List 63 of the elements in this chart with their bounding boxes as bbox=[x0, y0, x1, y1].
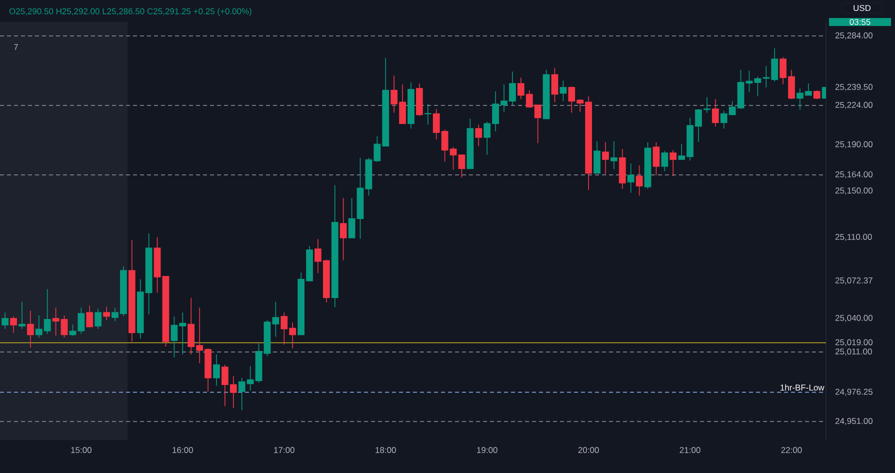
candlestick bbox=[340, 198, 347, 261]
candlestick bbox=[610, 140, 618, 170]
candlestick bbox=[551, 67, 558, 103]
candlestick bbox=[331, 184, 338, 308]
y-tick-label: 25,190.00 bbox=[835, 141, 873, 148]
text: 03:55 bbox=[850, 18, 870, 25]
candlestick bbox=[542, 69, 550, 120]
y-tick-label: 25,150.00 bbox=[835, 188, 873, 195]
candlestick bbox=[627, 162, 634, 194]
x-tick-label: 16:00 bbox=[172, 447, 193, 454]
x-tick-label: 17:00 bbox=[274, 447, 294, 454]
chart-title: O25,290.50 H25,292.00 L25,286.50 C25,291.25 +0.25 (+0.00%) bbox=[9, 8, 252, 16]
x-tick-label: 22:00 bbox=[781, 447, 802, 454]
candlestick bbox=[475, 124, 482, 147]
candlestick bbox=[602, 142, 609, 175]
candlestick bbox=[670, 150, 677, 177]
candlestick bbox=[154, 236, 161, 294]
candlestick bbox=[458, 154, 466, 178]
candlestick bbox=[560, 80, 567, 102]
candlestick bbox=[652, 142, 660, 176]
candlestick bbox=[466, 118, 474, 169]
candlestick bbox=[162, 276, 170, 347]
candlestick bbox=[594, 140, 600, 174]
candlestick bbox=[10, 316, 17, 334]
candlestick bbox=[636, 164, 643, 196]
y-tick-label: 25,224.00 bbox=[835, 102, 873, 109]
text: USD bbox=[854, 4, 871, 11]
y-tick-label: 24,976.25 bbox=[835, 388, 873, 396]
x-tick-label: 18:00 bbox=[376, 447, 396, 454]
candlestick bbox=[128, 240, 136, 342]
y-tick-label: 25,239.50 bbox=[835, 84, 873, 91]
candlestick bbox=[103, 306, 110, 320]
x-tick-label: 20:00 bbox=[578, 447, 599, 454]
candlestick bbox=[408, 82, 414, 129]
x-tick-label: 19:00 bbox=[477, 447, 498, 454]
candlestick bbox=[27, 310, 34, 348]
ref-line-label: 1hr-BF-Low bbox=[780, 384, 824, 391]
x-tick-label: 15:00 bbox=[71, 447, 92, 454]
annotation: 7 bbox=[14, 44, 18, 50]
x-tick-label: 21:00 bbox=[680, 447, 700, 454]
candlestick bbox=[661, 150, 668, 172]
y-tick-label: 25,040.00 bbox=[835, 314, 873, 322]
y-tick-label: 25,072.37 bbox=[835, 277, 872, 284]
candlestick bbox=[94, 308, 102, 330]
candlestick bbox=[450, 146, 457, 170]
candlestick bbox=[416, 83, 423, 116]
candlestick bbox=[424, 104, 432, 125]
candlestick bbox=[18, 301, 26, 330]
candlestick bbox=[712, 98, 719, 127]
candlestick bbox=[213, 354, 220, 386]
candlestick bbox=[348, 198, 356, 238]
y-tick-label: 24,951.00 bbox=[835, 418, 873, 425]
y-tick-label: 25,011.00 bbox=[835, 348, 872, 356]
candlestick bbox=[618, 148, 626, 190]
candlestick bbox=[78, 307, 85, 334]
y-tick-label: 25,164.00 bbox=[835, 171, 873, 178]
y-tick-label: 25,110.00 bbox=[835, 234, 872, 241]
y-tick-label: 25,019.00 bbox=[835, 339, 873, 346]
candlestick bbox=[2, 312, 9, 330]
candlestick bbox=[86, 305, 94, 328]
candlestick bbox=[644, 142, 652, 190]
candlestick bbox=[813, 90, 820, 100]
y-tick-label: 25,284.00 bbox=[835, 32, 873, 40]
